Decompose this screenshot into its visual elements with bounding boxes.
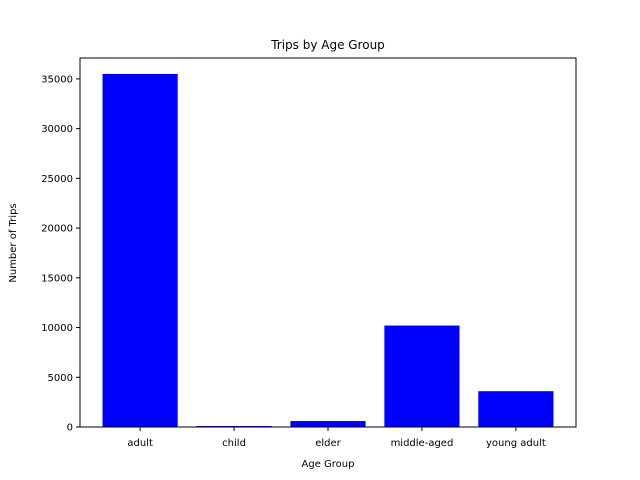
y-tick-label: 10000 [41, 323, 73, 334]
y-tick-label: 5000 [48, 373, 73, 384]
y-tick-label: 20000 [41, 224, 73, 235]
x-tick-label: adult [127, 438, 153, 449]
y-axis-label: Number of Trips [8, 203, 19, 282]
bar-young-adult [478, 391, 554, 427]
y-tick-label: 15000 [41, 273, 73, 284]
chart-title: Trips by Age Group [270, 38, 385, 52]
bars-group [102, 73, 554, 427]
x-tick-label: young adult [486, 438, 546, 449]
bar-adult [102, 73, 178, 427]
x-tick-label: child [222, 438, 246, 449]
bar-elder [290, 421, 366, 427]
x-tick-label: elder [315, 438, 341, 449]
y-axis: 0 5000 10000 15000 20000 25000 30000 35000 [41, 74, 80, 434]
y-tick-label: 25000 [41, 174, 73, 185]
bar-middle-aged [384, 325, 460, 427]
y-tick-label: 30000 [41, 124, 73, 135]
x-axis-label: Age Group [302, 459, 355, 470]
x-axis: adult child elder middle-aged young adult [127, 427, 546, 449]
y-tick-label: 0 [67, 423, 73, 434]
y-tick-label: 35000 [41, 74, 73, 85]
x-tick-label: middle-aged [391, 438, 454, 449]
